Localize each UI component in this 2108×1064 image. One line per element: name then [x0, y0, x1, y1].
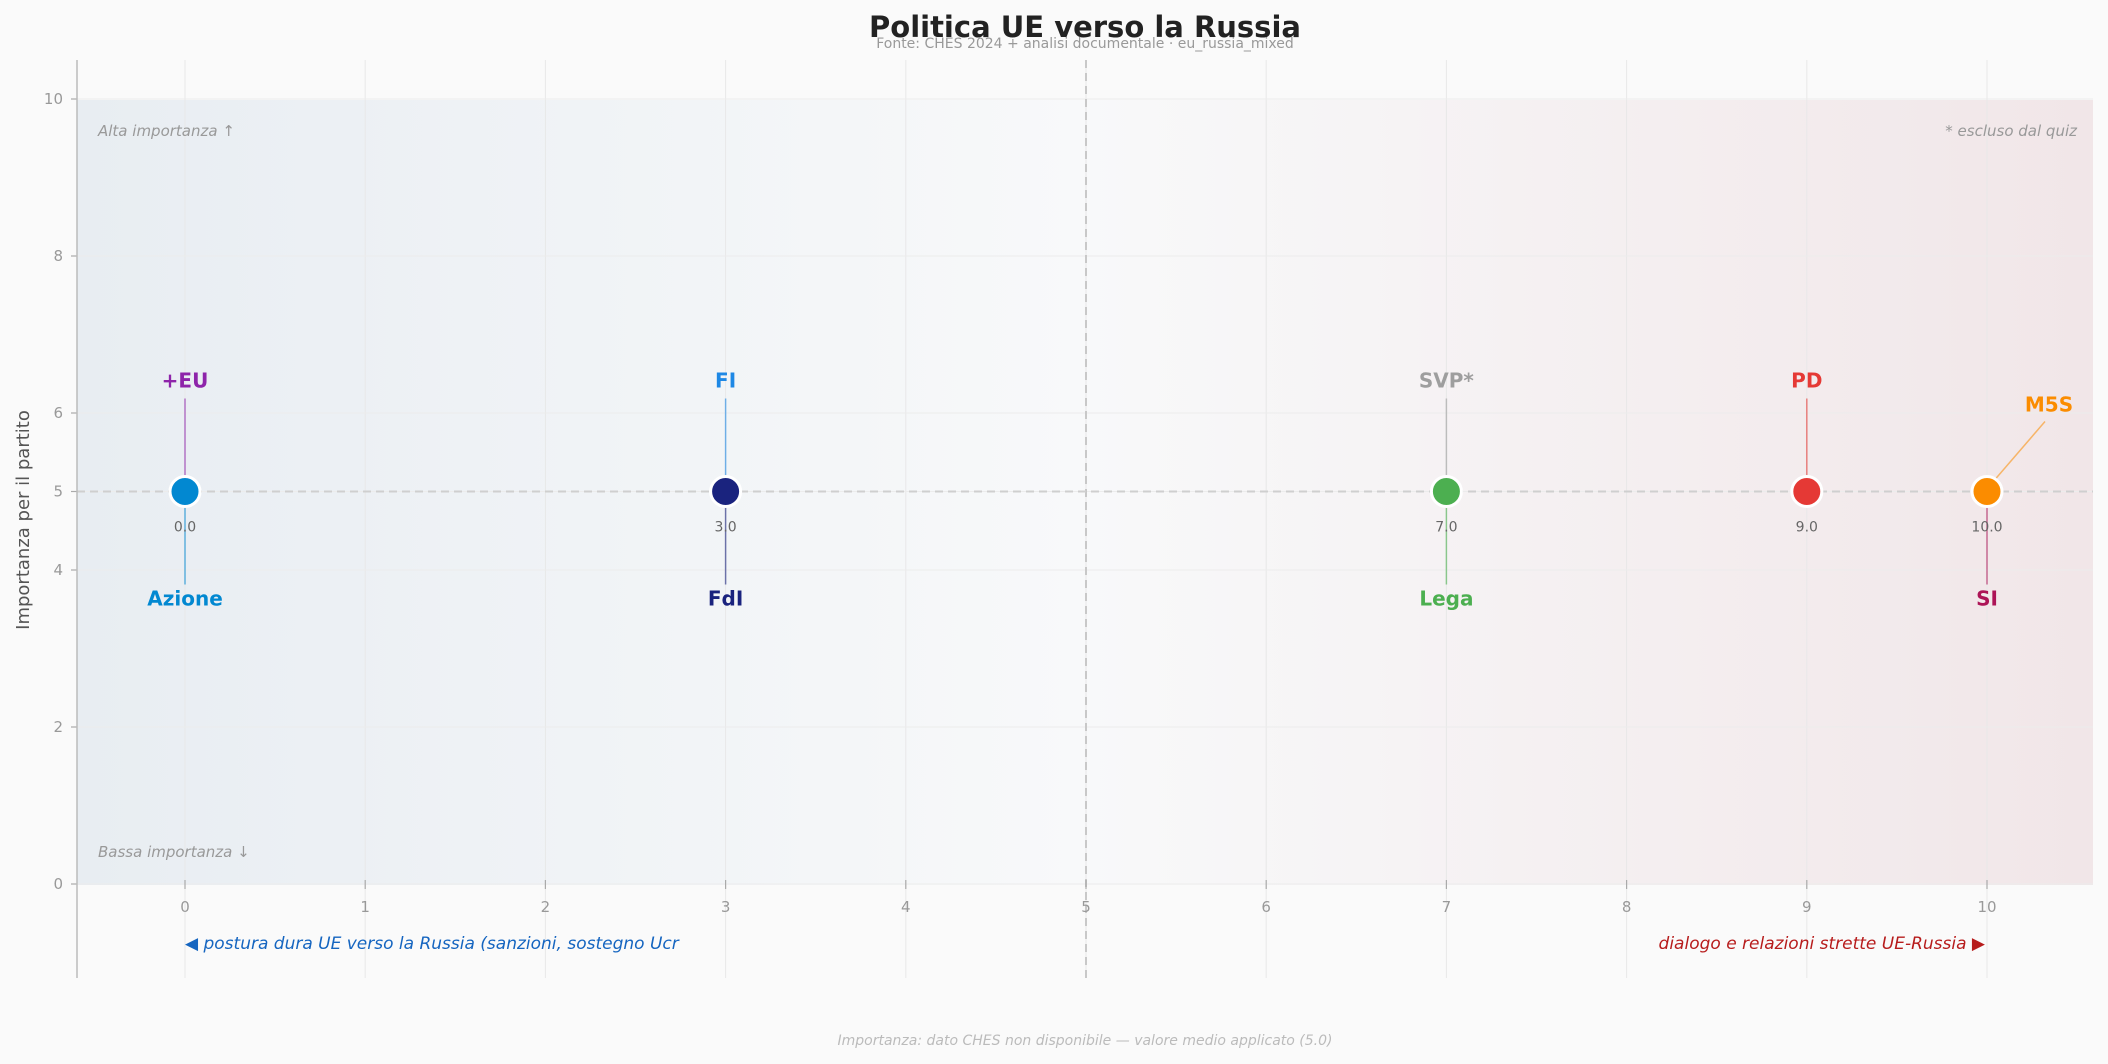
x-tick-label: 1 — [360, 898, 370, 916]
party-label: FdI — [708, 587, 743, 611]
x-axis-description-right: dialogo e relazioni strette UE-Russia ▶ — [1659, 934, 1986, 954]
y-tick-label: 5 — [53, 483, 63, 501]
point-value-label: 7.0 — [1435, 520, 1457, 536]
data-point — [168, 475, 202, 508]
corner-label-low: Bassa importanza ↓ — [98, 843, 250, 861]
data-point — [1970, 475, 2004, 508]
x-tick-label: 6 — [1261, 898, 1271, 916]
party-label: +EU — [162, 369, 209, 393]
point-value-label: 10.0 — [1971, 520, 2002, 536]
x-tick-label: 8 — [1622, 898, 1632, 916]
x-tick-label: 5 — [1081, 898, 1091, 916]
x-tick-label: 0 — [180, 898, 190, 916]
party-label: FI — [715, 369, 736, 393]
y-axis-label: Importanza per il partito — [13, 410, 34, 630]
marks: +EU Azione FI FdI SVP* Lega PD SI M5S 0.0 3.0 7.0 9.… — [147, 369, 2073, 611]
x-tick-label: 3 — [721, 898, 731, 916]
y-tick-label: 6 — [53, 404, 63, 422]
party-label: Azione — [147, 587, 223, 611]
y-tick-label: 8 — [53, 247, 63, 265]
x-tick-label: 10 — [1977, 898, 1996, 916]
party-label: SVP* — [1419, 369, 1475, 393]
party-label: SI — [1976, 587, 1998, 611]
data-point — [709, 475, 743, 508]
x-axis-description-left: ◀ postura dura UE verso la Russia (sanzi… — [185, 934, 680, 954]
corner-label-high: Alta importanza ↑ — [97, 122, 235, 140]
footnote: Importanza: dato CHES non disponibile — … — [838, 1033, 1333, 1049]
x-tick-label: 2 — [541, 898, 551, 916]
corner-label-excluded: * escluso dal quiz — [1945, 122, 2078, 140]
point-value-label: 3.0 — [714, 520, 736, 536]
party-label: PD — [1791, 369, 1822, 393]
x-tick-label: 9 — [1802, 898, 1812, 916]
x-tick-label: 7 — [1442, 898, 1452, 916]
y-tick-label: 2 — [53, 718, 63, 736]
axes: 0 1 2 3 4 5 6 7 8 9 10 0 2 4 5 6 8 10 — [44, 60, 1997, 978]
party-label: M5S — [2025, 393, 2073, 417]
chart-subtitle: Fonte: CHES 2024 + analisi documentale ·… — [876, 36, 1294, 52]
x-tick-label: 4 — [901, 898, 911, 916]
y-tick-label: 10 — [44, 90, 63, 108]
point-value-label: 0.0 — [174, 520, 196, 536]
data-point — [1429, 475, 1463, 508]
label-leader-line — [1994, 421, 2046, 480]
point-value-label: 9.0 — [1796, 520, 1818, 536]
party-label: Lega — [1419, 587, 1473, 611]
data-point — [1790, 475, 1824, 508]
y-tick-label: 0 — [53, 875, 63, 893]
y-tick-label: 4 — [53, 561, 63, 579]
chart-title: Politica UE verso la Russia — [869, 10, 1301, 44]
